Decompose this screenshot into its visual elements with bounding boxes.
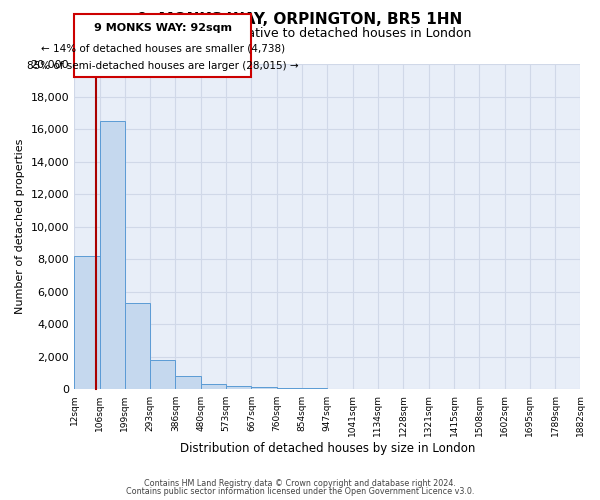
Text: 85% of semi-detached houses are larger (28,015) →: 85% of semi-detached houses are larger (…: [27, 60, 299, 70]
Bar: [150, 360, 175, 390]
Bar: [125, 303, 150, 390]
Bar: [226, 386, 251, 390]
Bar: [100, 121, 125, 390]
Bar: [201, 384, 226, 390]
Text: Size of property relative to detached houses in London: Size of property relative to detached ho…: [128, 28, 472, 40]
Bar: [302, 388, 327, 390]
Bar: [251, 387, 277, 390]
Text: Contains HM Land Registry data © Crown copyright and database right 2024.: Contains HM Land Registry data © Crown c…: [144, 478, 456, 488]
Y-axis label: Number of detached properties: Number of detached properties: [15, 139, 25, 314]
Bar: [74, 256, 100, 390]
Bar: [277, 388, 302, 390]
Text: 9 MONKS WAY: 92sqm: 9 MONKS WAY: 92sqm: [94, 23, 232, 33]
X-axis label: Distribution of detached houses by size in London: Distribution of detached houses by size …: [179, 442, 475, 455]
Text: 9, MONKS WAY, ORPINGTON, BR5 1HN: 9, MONKS WAY, ORPINGTON, BR5 1HN: [137, 12, 463, 28]
Bar: [175, 376, 201, 390]
Text: Contains public sector information licensed under the Open Government Licence v3: Contains public sector information licen…: [126, 487, 474, 496]
Text: ← 14% of detached houses are smaller (4,738): ← 14% of detached houses are smaller (4,…: [41, 44, 285, 54]
